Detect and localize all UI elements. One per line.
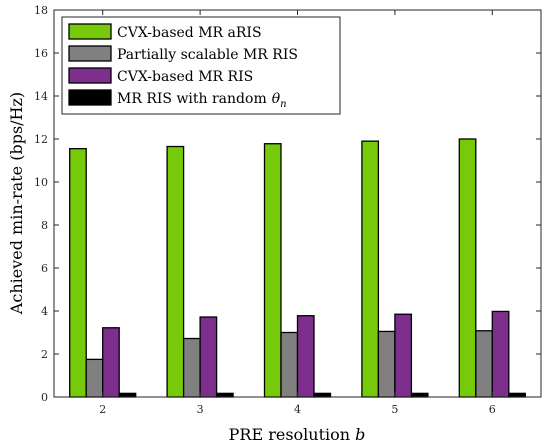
legend-swatch-random [68, 89, 112, 106]
x-axis-label-text: PRE resolution [229, 425, 350, 444]
x-tick-label-6: 6 [489, 403, 496, 416]
bar-1-5 [361, 140, 380, 398]
bar-2-6 [475, 330, 493, 398]
legend-swatch-partially-scalable [68, 45, 112, 62]
legend-swatch-cvx-ris [68, 67, 112, 84]
bar-4-5 [410, 392, 429, 398]
bar-2-2 [85, 358, 104, 398]
y-tick-label-8: 8 [41, 219, 48, 232]
bar-1-6 [458, 138, 477, 398]
bar-3-5 [394, 313, 413, 398]
bar-2-5 [377, 330, 396, 398]
bar-1-4 [263, 143, 282, 398]
bar-2-3 [182, 337, 201, 398]
bar-3-2 [102, 327, 120, 398]
bar-4-4 [313, 392, 332, 398]
legend-label-random-theta: θ [272, 91, 281, 107]
legend-label-partially-scalable: Partially scalable MR RIS [117, 47, 298, 63]
y-tick-label-2: 2 [41, 348, 48, 361]
bar-1-3 [166, 145, 185, 398]
x-tick-label-4: 4 [294, 403, 301, 416]
y-tick-label-12: 12 [34, 133, 48, 146]
legend-label-aris: CVX-based MR aRIS [117, 25, 262, 41]
y-tick-label-16: 16 [34, 47, 48, 60]
x-tick-label-2: 2 [99, 403, 106, 416]
legend-label-random-subscript: n [280, 99, 286, 110]
x-tick-label-5: 5 [391, 403, 398, 416]
ticks-group: 0 2 4 6 8 10 12 14 16 18 2 3 4 5 6 [34, 4, 541, 416]
y-tick-label-6: 6 [41, 262, 48, 275]
bar-3-6 [491, 310, 510, 398]
legend-swatch-aris [68, 23, 112, 40]
y-tick-label-0: 0 [41, 391, 48, 404]
legend-label-random: MR RIS with random θn [117, 91, 287, 110]
y-tick-label-14: 14 [34, 90, 48, 103]
bar-3-3 [199, 316, 218, 398]
y-tick-label-4: 4 [41, 305, 48, 318]
x-tick-label-3: 3 [197, 403, 204, 416]
bar-2-4 [280, 331, 299, 398]
bar-4-2 [118, 392, 137, 398]
y-tick-label-10: 10 [34, 176, 48, 189]
y-tick-label-18: 18 [34, 4, 48, 17]
legend: CVX-based MR aRIS Partially scalable MR … [61, 16, 341, 115]
x-axis-label: PRE resolution b [229, 425, 366, 444]
bar-3-4 [296, 315, 315, 398]
legend-label-random-text: MR RIS with random [117, 91, 267, 107]
bar-1-2 [69, 148, 87, 398]
bar-4-3 [215, 392, 234, 398]
legend-label-cvx-ris: CVX-based MR RIS [117, 69, 253, 85]
bar-4-6 [508, 392, 526, 398]
y-axis-label: Achieved min-rate (bps/Hz) [7, 92, 26, 315]
x-axis-label-variable: b [355, 425, 365, 444]
